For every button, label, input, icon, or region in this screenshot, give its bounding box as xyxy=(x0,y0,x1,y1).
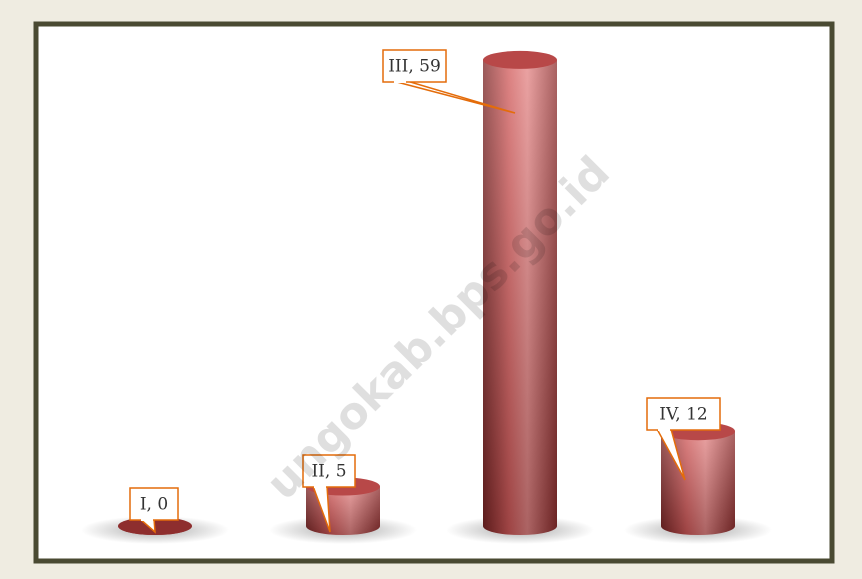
callout-cover xyxy=(394,80,406,83)
data-label: I, 0 xyxy=(140,495,168,515)
callout-cover xyxy=(141,518,153,521)
callout-cover xyxy=(658,428,670,431)
bar-shade xyxy=(483,59,557,536)
callout-box xyxy=(302,454,356,488)
callout-box xyxy=(382,49,447,83)
data-label: II, 5 xyxy=(311,462,346,482)
callout-cover xyxy=(314,485,326,488)
callout-box xyxy=(129,487,179,521)
bar-top xyxy=(483,50,557,69)
data-label: III, 59 xyxy=(388,57,441,77)
data-label: IV, 12 xyxy=(659,405,707,425)
bar xyxy=(483,50,557,536)
callout-box xyxy=(646,397,721,431)
